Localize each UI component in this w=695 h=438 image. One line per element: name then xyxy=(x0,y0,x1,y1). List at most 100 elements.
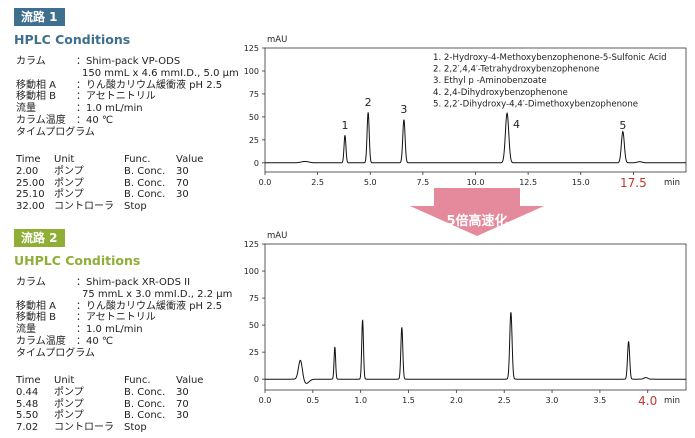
x-tick-label: 3.5 xyxy=(594,396,607,405)
y-tick-label: 0 xyxy=(254,159,259,168)
condition-value: ：りん酸カリウム緩衝液 pH 2.5 xyxy=(76,300,223,312)
x-tick-label: 0.0 xyxy=(259,178,272,187)
legend-entry: 5. 2,2′-Dihydroxy-4,4′-Dimethoxybenzophe… xyxy=(433,99,638,109)
peak-label: 1 xyxy=(341,119,348,132)
x-tick-label: 2.5 xyxy=(498,396,511,405)
condition-value: ：1.0 mL/min xyxy=(76,324,143,336)
program-cell xyxy=(176,201,216,213)
condition-value: ：40 ℃ xyxy=(76,114,114,126)
x-axis-title: min xyxy=(664,396,680,406)
condition-row: 移動相 A ：りん酸カリウム緩衝液 pH 2.5 xyxy=(16,301,232,313)
x-tick-label: 10.0 xyxy=(467,178,485,187)
program-cell xyxy=(176,422,216,434)
condition-row: 移動相 B ：アセトニトリル xyxy=(16,91,239,103)
plot-frame xyxy=(264,47,687,173)
program-cell: ポンプ xyxy=(54,410,84,422)
chromatogram-trace xyxy=(265,111,686,164)
program-row: 25.10 ポンプ B. Conc. 30 xyxy=(16,189,216,201)
down-arrow-icon xyxy=(410,188,544,236)
x-tick-label: 5.0 xyxy=(364,178,377,187)
condition-row: タイムプログラム xyxy=(16,127,239,139)
condition-value: ：アセトニトリル xyxy=(76,312,156,324)
condition-label: 流量 xyxy=(16,103,36,115)
program-row: 5.50 ポンプ B. Conc. 30 xyxy=(16,410,216,422)
condition-value: ：アセトニトリル xyxy=(76,91,156,103)
condition-row: 流量 ：1.0 mL/min xyxy=(16,103,239,115)
condition-row: カラム ：Shim-pack XR-ODS II xyxy=(16,277,232,289)
program-cell: 70 xyxy=(176,398,189,410)
program-cell: ポンプ xyxy=(54,177,84,189)
condition-label: タイムプログラム xyxy=(16,126,95,138)
program-cell: 30 xyxy=(176,410,189,422)
peak-label: 5 xyxy=(619,119,626,132)
y-axis-title: mAU xyxy=(267,231,287,241)
program-row: 7.02 コントローラ Stop xyxy=(16,422,216,434)
condition-row: 流量 ：1.0 mL/min xyxy=(16,324,232,336)
peak-label: 2 xyxy=(365,96,372,109)
condition-value: 75 mmL x 3.0 mmI.D., 2.2 μm xyxy=(82,288,233,300)
y-tick-label: 100 xyxy=(244,267,259,276)
y-tick-label: 0 xyxy=(254,375,259,384)
condition-label: カラム xyxy=(16,277,46,288)
x-axis-title: min xyxy=(664,178,680,188)
program-cell: B. Conc. xyxy=(124,165,166,177)
program-cell: 70 xyxy=(176,177,189,189)
condition-row: タイムプログラム xyxy=(16,348,232,360)
program-row: 0.44 ポンプ B. Conc. 30 xyxy=(16,387,216,399)
hplc-conditions: カラム ：Shim-pack VP-ODS 150 mmL x 4.6 mmI.D.… xyxy=(16,56,239,139)
x-tick-label: 2.5 xyxy=(311,178,324,187)
x-tick-label: 2.0 xyxy=(450,396,463,405)
condition-row: カラム温度 ：40 ℃ xyxy=(16,115,239,127)
program-cell: 32.00 xyxy=(16,201,45,213)
condition-label: タイムプログラム xyxy=(16,347,95,359)
x-tick-label: 15.0 xyxy=(572,178,590,187)
uhplc-title: UHPLC Conditions xyxy=(14,253,141,268)
hplc-section: 流路 1 HPLC Conditions xyxy=(0,6,250,47)
y-tick-label: 100 xyxy=(244,67,259,76)
x-tick-label: 1.5 xyxy=(402,396,415,405)
condition-label: 移動相 B xyxy=(16,91,57,103)
x-tick-label: 7.5 xyxy=(417,178,430,187)
x-tick-label: 0.5 xyxy=(306,396,319,405)
program-cell: ポンプ xyxy=(54,398,84,410)
condition-row: 移動相 A ：りん酸カリウム緩衝液 pH 2.5 xyxy=(16,80,239,92)
condition-label: カラム xyxy=(16,56,46,67)
uhplc-tag: 流路 2 xyxy=(14,229,65,247)
y-tick-label: 50 xyxy=(249,321,259,330)
legend-entry: 2. 2,2′,4,4′-Tetrahydroxybenzophenone xyxy=(433,65,600,75)
program-cell: Func. xyxy=(124,375,151,386)
program-cell: 30 xyxy=(176,386,189,398)
condition-row: カラム ：Shim-pack VP-ODS xyxy=(16,56,239,68)
x-tick-label: 3.0 xyxy=(546,396,559,405)
y-tick-label: 75 xyxy=(249,294,259,303)
legend-entry: 4. 2,4-Dihydroxybenzophenone xyxy=(433,88,568,98)
program-row: 5.48 ポンプ B. Conc. 70 xyxy=(16,399,216,411)
condition-value: ：Shim-pack XR-ODS II xyxy=(76,277,191,288)
program-cell: Time xyxy=(16,154,41,165)
program-cell: 30 xyxy=(176,189,189,201)
program-cell: B. Conc. xyxy=(124,398,166,410)
program-header: Time Unit Func. Value xyxy=(16,154,216,166)
program-cell: コントローラ xyxy=(54,201,114,213)
legend-entry: 1. 2-Hydroxy-4-Methoxybenzophenone-5-Sul… xyxy=(433,53,667,63)
condition-value: ：40 ℃ xyxy=(76,335,114,347)
program-cell: Unit xyxy=(54,375,75,386)
program-cell: Value xyxy=(176,154,204,165)
program-cell: B. Conc. xyxy=(124,189,166,201)
speedup-label: 5倍高速化 xyxy=(446,214,508,229)
program-cell: Stop xyxy=(124,201,147,213)
uhplc-section: 流路 2 UHPLC Conditions xyxy=(0,227,250,268)
peak-label: 3 xyxy=(400,103,407,116)
program-cell: B. Conc. xyxy=(124,177,166,189)
legend-entry: 3. Ethyl p -Aminobenzoate xyxy=(433,76,547,86)
program-cell: 0.44 xyxy=(16,386,39,398)
program-cell: Func. xyxy=(124,154,151,165)
program-cell: Unit xyxy=(54,154,75,165)
y-axis-title: mAU xyxy=(267,35,287,45)
program-cell: 25.10 xyxy=(16,189,45,201)
peak-label: 4 xyxy=(513,118,520,131)
condition-row: カラム温度 ：40 ℃ xyxy=(16,336,232,348)
program-cell: Value xyxy=(176,375,204,386)
